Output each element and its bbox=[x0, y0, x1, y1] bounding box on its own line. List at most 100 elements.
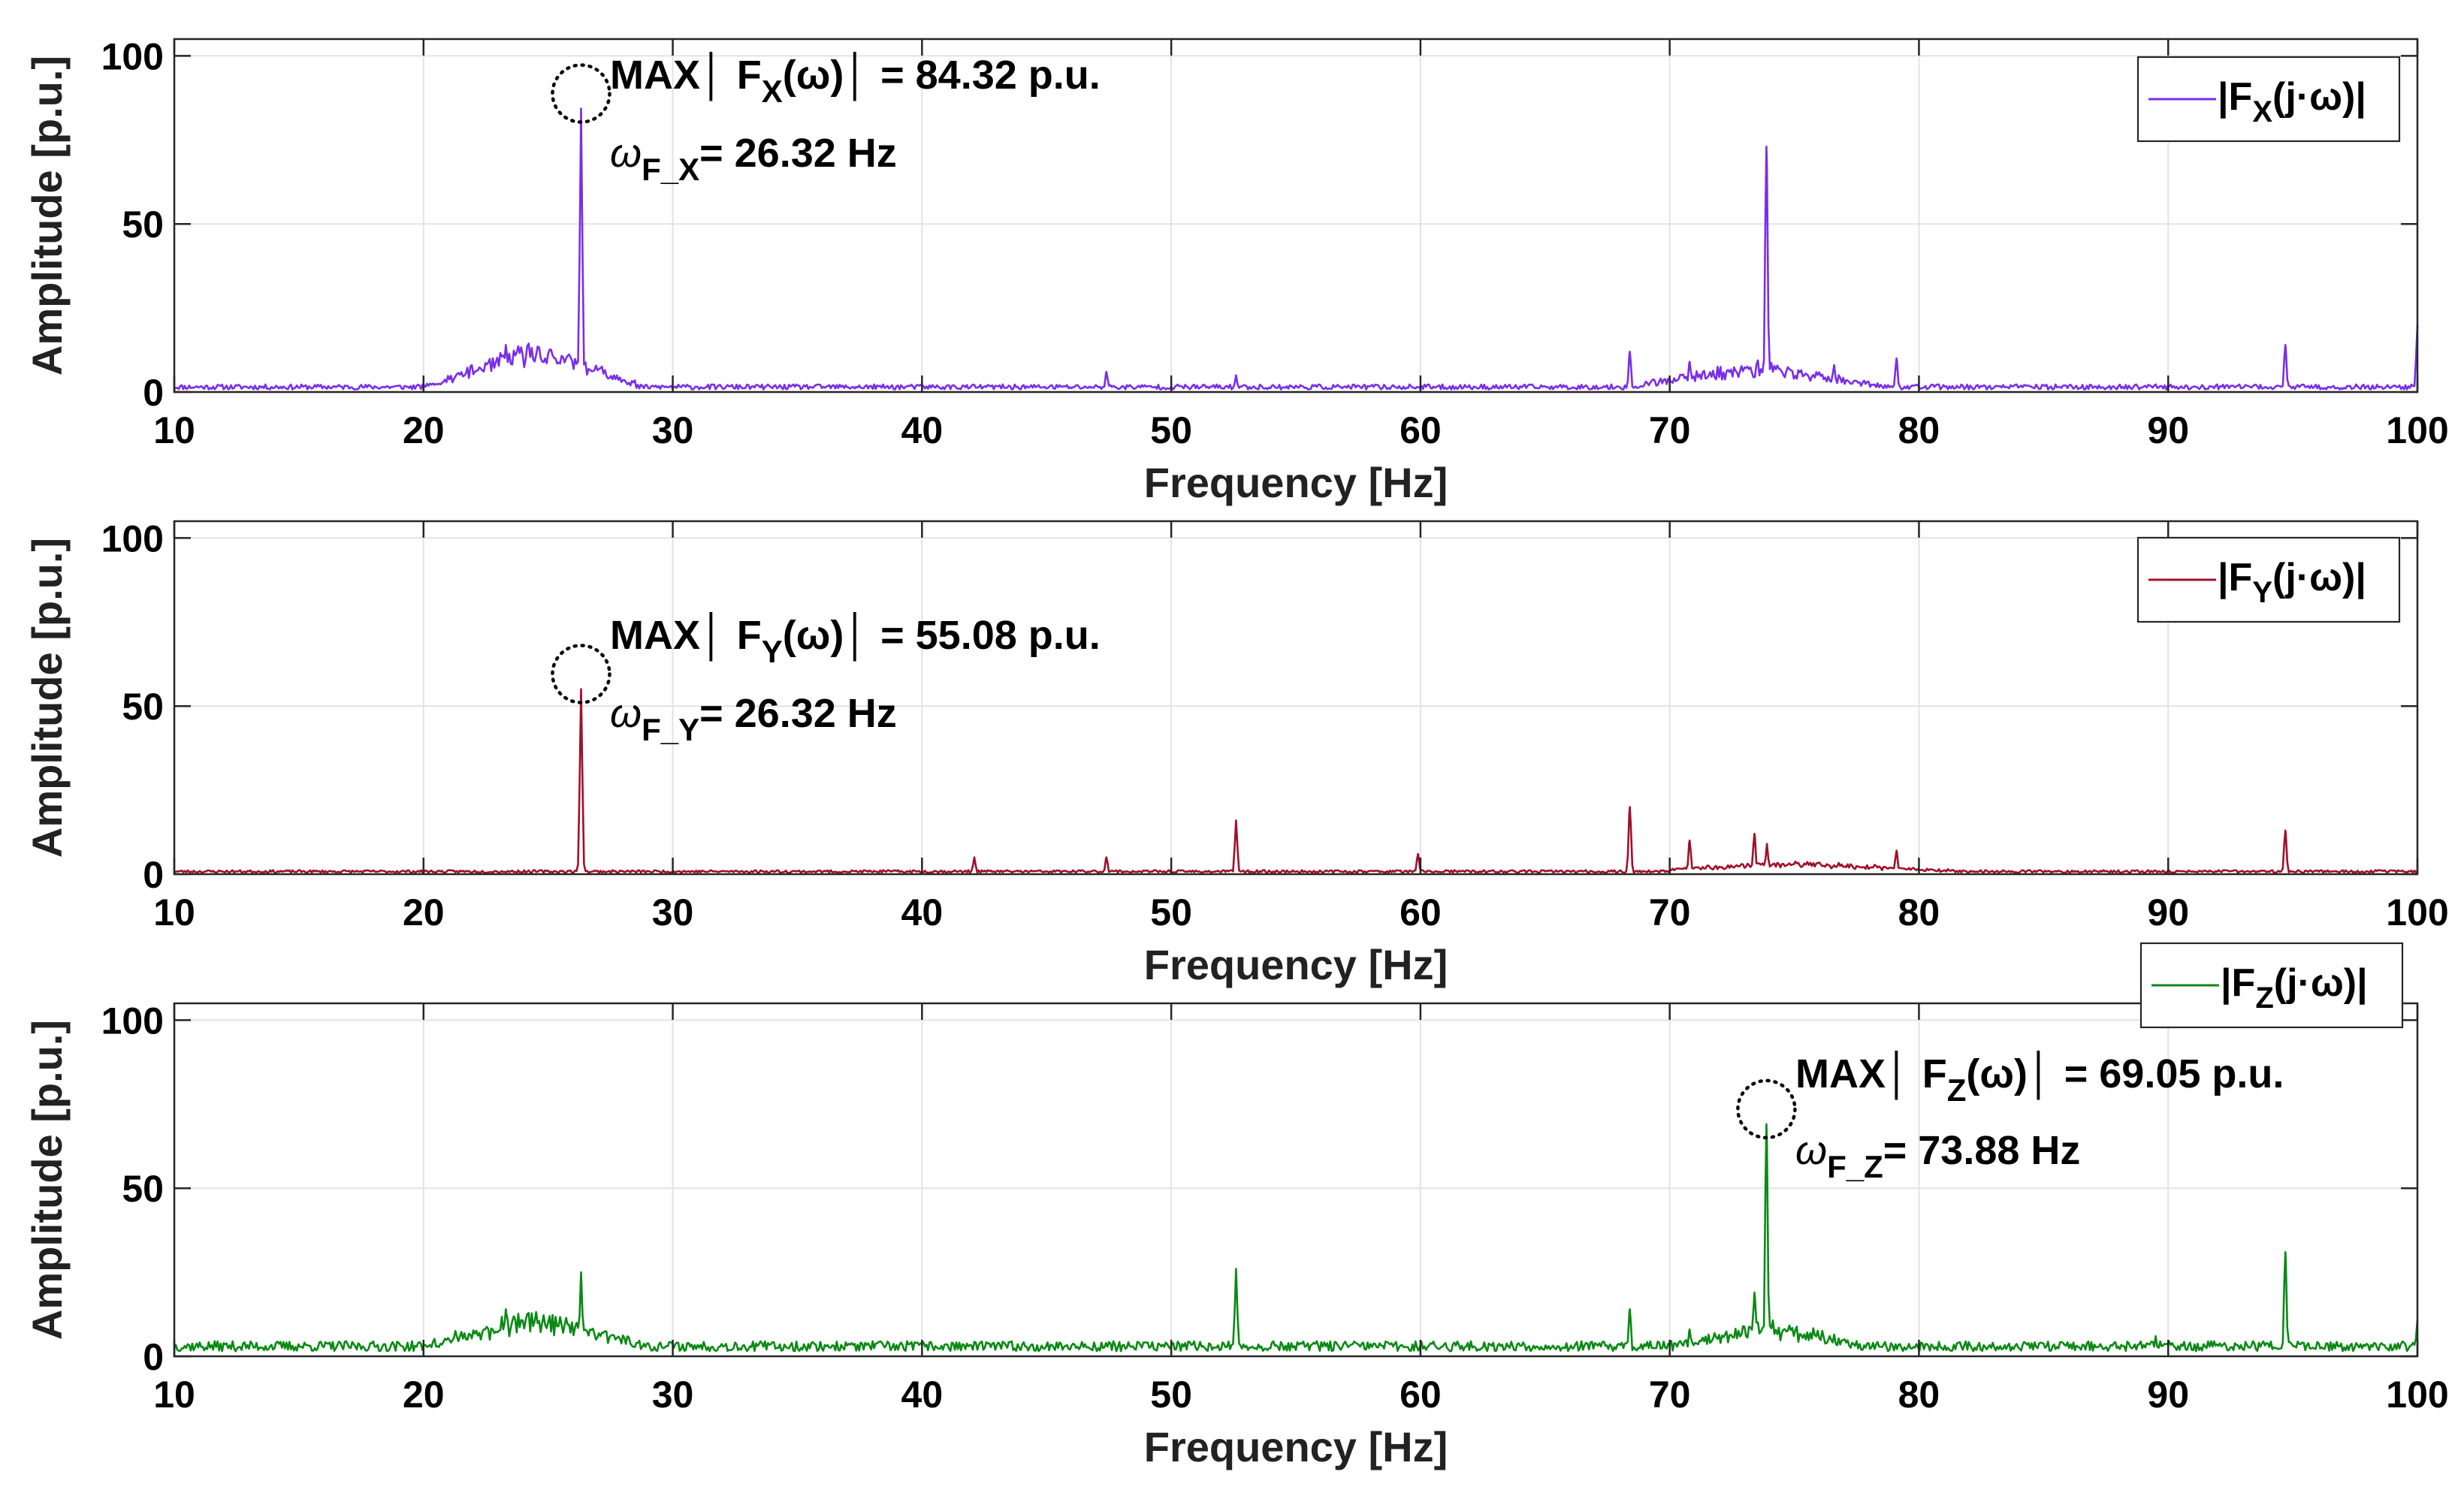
x-tick-label: 60 bbox=[1400, 409, 1442, 451]
x-tick-label: 20 bbox=[403, 891, 445, 933]
axes-box bbox=[173, 520, 2419, 876]
series-line-fx bbox=[174, 107, 2419, 391]
series-line-fz bbox=[173, 1123, 2419, 1353]
x-tick-label: 100 bbox=[2386, 1374, 2448, 1416]
x-tick-label: 10 bbox=[153, 409, 195, 451]
peak-frequency-value: = 26.32 Hz bbox=[699, 691, 897, 736]
x-tick-label: 90 bbox=[2147, 891, 2189, 933]
x-tick-label: 100 bbox=[2386, 409, 2448, 451]
legend-suffix: (j·ω)| bbox=[2272, 556, 2366, 599]
max-annotation-fx: MAX│ FX(ω)│ = 84.32 p.u. ωF_X= 26.32 Hz bbox=[551, 51, 1101, 187]
peak-frequency-text: ωF_Z= 73.88 Hz bbox=[1795, 1128, 2080, 1184]
x-tick-label: 100 bbox=[2386, 891, 2448, 933]
x-tick-label: 30 bbox=[652, 409, 694, 451]
plot-area bbox=[174, 521, 2417, 874]
x-tick-label: 80 bbox=[1898, 891, 1940, 933]
peak-frequency-value: = 73.88 Hz bbox=[1883, 1128, 2081, 1173]
legend-suffix: (j·ω)| bbox=[2274, 961, 2368, 1005]
legend-fy[interactable]: |FY(j·ω)| bbox=[2136, 536, 2401, 623]
max-prefix: MAX│ F bbox=[610, 51, 762, 101]
legend-prefix: |F bbox=[2218, 75, 2252, 119]
x-tick-label: 30 bbox=[652, 891, 694, 933]
peak-marker-circle bbox=[551, 644, 611, 704]
max-prefix: MAX│ F bbox=[610, 611, 762, 662]
y-tick-label: 50 bbox=[122, 204, 164, 246]
x-tick-label: 40 bbox=[901, 409, 944, 451]
x-tick-label: 60 bbox=[1400, 1374, 1442, 1416]
x-tick-label: 50 bbox=[1150, 409, 1192, 451]
max-value: (ω)│ = 69.05 p.u. bbox=[1966, 1050, 2284, 1100]
x-tick-label: 40 bbox=[901, 891, 944, 933]
max-value: (ω)│ = 84.32 p.u. bbox=[783, 51, 1101, 101]
x-tick-label: 10 bbox=[153, 891, 195, 933]
y-axis-label: Amplitude [p.u.] bbox=[23, 56, 71, 375]
series-line-fy bbox=[174, 688, 2419, 874]
x-tick-label: 40 bbox=[901, 1374, 944, 1416]
omega-subscript: F_X bbox=[642, 152, 699, 187]
x-tick-label: 80 bbox=[1898, 1374, 1940, 1416]
axes-box bbox=[173, 38, 2419, 394]
max-value: (ω)│ = 55.08 p.u. bbox=[783, 611, 1101, 662]
x-tick-label: 50 bbox=[1150, 1374, 1192, 1416]
peak-frequency-text: ωF_X= 26.32 Hz bbox=[610, 131, 897, 187]
max-value-text: MAX│ FZ(ω)│ = 69.05 p.u. bbox=[1795, 1050, 2284, 1108]
y-tick-label: 100 bbox=[101, 35, 164, 77]
peak-frequency-value: = 26.32 Hz bbox=[699, 131, 897, 176]
x-tick-label: 90 bbox=[2147, 1374, 2189, 1416]
legend-prefix: |F bbox=[2221, 961, 2255, 1005]
panel-fz: 10 20 30 40 50 60 70 80 90 100 0 50 100 Frequency [Hz… bbox=[23, 942, 2449, 1470]
panel-fx: 10 20 30 40 50 60 70 80 90 100 0 50 100 Frequency [Hz… bbox=[23, 35, 2449, 506]
plot-area bbox=[174, 39, 2417, 392]
x-tick-label: 70 bbox=[1649, 1374, 1691, 1416]
x-tick-label: 10 bbox=[153, 1374, 195, 1416]
panel-fy: 10 20 30 40 50 60 70 80 90 100 0 50 100 Frequency [Hz… bbox=[23, 517, 2449, 988]
peak-marker-circle bbox=[551, 63, 611, 124]
legend-subscript: X bbox=[2252, 95, 2272, 128]
y-tick-label: 100 bbox=[101, 1000, 164, 1042]
x-tick-label: 90 bbox=[2147, 409, 2189, 451]
max-subscript: Y bbox=[762, 634, 783, 669]
legend-label: |FY(j·ω)| bbox=[2218, 556, 2366, 609]
legend-fx[interactable]: |FX(j·ω)| bbox=[2136, 56, 2401, 143]
axes-box bbox=[173, 1002, 2419, 1358]
max-prefix: MAX│ F bbox=[1795, 1050, 1947, 1100]
x-tick-label: 30 bbox=[652, 1374, 694, 1416]
x-tick-label: 80 bbox=[1898, 409, 1940, 451]
x-tick-label: 50 bbox=[1150, 891, 1192, 933]
omega-subscript: F_Y bbox=[642, 712, 699, 747]
max-value-text: MAX│ FY(ω)│ = 55.08 p.u. bbox=[610, 611, 1101, 669]
legend-subscript: Z bbox=[2255, 982, 2273, 1015]
omega-symbol: ω bbox=[610, 131, 642, 176]
legend-prefix: |F bbox=[2218, 556, 2252, 599]
omega-symbol: ω bbox=[610, 691, 642, 736]
max-annotation-fy: MAX│ FY(ω)│ = 55.08 p.u. ωF_Y= 26.32 Hz bbox=[551, 611, 1101, 747]
max-subscript: Z bbox=[1947, 1072, 1967, 1108]
legend-fz[interactable]: |FZ(j·ω)| bbox=[2139, 942, 2404, 1029]
peak-marker-circle bbox=[1736, 1078, 1797, 1140]
x-tick-label: 70 bbox=[1649, 409, 1691, 451]
y-tick-label: 0 bbox=[143, 854, 164, 896]
legend-subscript: Y bbox=[2252, 576, 2272, 609]
x-tick-label: 70 bbox=[1649, 891, 1691, 933]
x-axis-label: Frequency [Hz] bbox=[1144, 459, 1448, 506]
max-annotation-fz: MAX│ FZ(ω)│ = 69.05 p.u. ωF_Z= 73.88 Hz bbox=[1736, 1050, 2284, 1184]
y-axis-label: Amplitude [p.u.] bbox=[23, 1020, 71, 1340]
x-tick-label: 20 bbox=[403, 1374, 445, 1416]
y-axis-label: Amplitude [p.u.] bbox=[23, 538, 71, 858]
plot-area bbox=[174, 1003, 2417, 1356]
omega-symbol: ω bbox=[1795, 1128, 1827, 1173]
legend-label: |FZ(j·ω)| bbox=[2221, 961, 2368, 1015]
y-tick-label: 100 bbox=[101, 517, 164, 559]
omega-subscript: F_Z bbox=[1827, 1149, 1883, 1184]
max-subscript: X bbox=[762, 74, 783, 109]
legend-label: |FX(j·ω)| bbox=[2218, 75, 2366, 128]
y-tick-label: 0 bbox=[143, 1336, 164, 1378]
x-axis-label: Frequency [Hz] bbox=[1144, 1423, 1448, 1470]
peak-frequency-text: ωF_Y= 26.32 Hz bbox=[610, 691, 897, 747]
y-tick-label: 0 bbox=[143, 372, 164, 414]
x-tick-label: 60 bbox=[1400, 891, 1442, 933]
y-tick-label: 50 bbox=[122, 1168, 164, 1210]
x-axis-label: Frequency [Hz] bbox=[1144, 941, 1448, 988]
y-tick-label: 50 bbox=[122, 686, 164, 728]
